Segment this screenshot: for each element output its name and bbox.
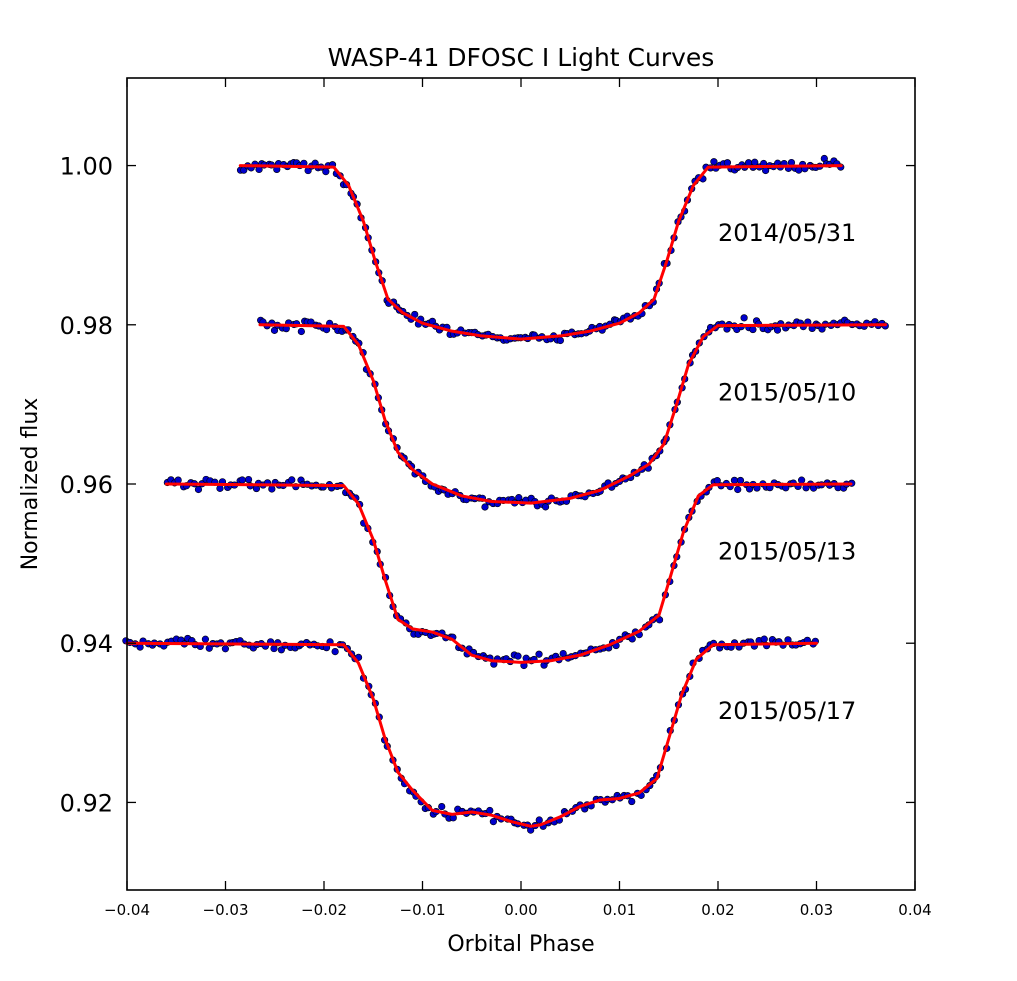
data-point xyxy=(798,476,806,484)
y-tick-label: 1.00 xyxy=(60,153,113,181)
y-axis-label: Normalized flux xyxy=(18,398,43,571)
data-point xyxy=(270,644,278,653)
data-point xyxy=(535,816,543,824)
data-point xyxy=(773,326,782,334)
data-point xyxy=(760,635,768,643)
x-axis-label: Orbital Phase xyxy=(447,932,594,957)
data-point xyxy=(795,166,803,174)
data-point xyxy=(535,650,543,658)
model-curve xyxy=(238,164,843,341)
data-point xyxy=(238,476,246,484)
chart-title: WASP-41 DFOSC I Light Curves xyxy=(328,43,715,72)
series-2014-05-31 xyxy=(236,154,845,345)
data-point xyxy=(489,818,497,826)
model-curve xyxy=(258,323,887,505)
data-point xyxy=(541,503,550,511)
data-point xyxy=(221,645,230,653)
x-tick-label: 0.03 xyxy=(800,901,833,919)
model-curve xyxy=(164,482,853,664)
data-point xyxy=(514,652,522,660)
series-2015-05-13 xyxy=(163,475,856,670)
data-point xyxy=(174,476,182,484)
series-2015-05-10 xyxy=(257,314,889,511)
data-point xyxy=(723,159,732,167)
x-tick-label: −0.03 xyxy=(203,901,249,919)
y-tick-label: 0.94 xyxy=(60,630,113,658)
data-point xyxy=(438,802,446,811)
x-tick-label: 0.01 xyxy=(603,901,636,919)
data-point xyxy=(734,485,742,494)
data-point xyxy=(201,635,210,643)
data-point xyxy=(736,476,745,485)
data-point xyxy=(268,485,276,493)
data-point xyxy=(322,168,330,176)
x-tick-label: 0.02 xyxy=(701,901,734,919)
data-point xyxy=(194,485,203,494)
data-point xyxy=(749,325,757,334)
data-point xyxy=(288,476,296,484)
data-point xyxy=(740,314,748,322)
x-tick-label: 0.00 xyxy=(504,901,537,919)
x-tick-label: −0.01 xyxy=(400,901,446,919)
data-point xyxy=(710,158,718,166)
x-tick-label: −0.04 xyxy=(104,901,150,919)
x-tick-label: 0.04 xyxy=(898,901,931,919)
y-tick-label: 0.98 xyxy=(60,312,113,340)
data-point xyxy=(216,484,224,492)
series-2015-05-17 xyxy=(122,634,819,834)
series-label: 2014/05/31 xyxy=(718,219,856,247)
data-point xyxy=(556,336,564,345)
data-point xyxy=(331,647,339,656)
data-point xyxy=(481,503,489,511)
data-point xyxy=(628,797,636,806)
y-tick-label: 0.96 xyxy=(60,471,113,499)
series-label: 2015/05/10 xyxy=(718,378,856,406)
y-tick-label: 0.92 xyxy=(60,789,113,817)
model-curve xyxy=(125,641,818,828)
series-label: 2015/05/13 xyxy=(718,538,856,566)
data-point xyxy=(515,494,523,502)
data-point xyxy=(297,327,305,336)
data-point xyxy=(730,476,739,484)
data-point xyxy=(244,475,253,484)
x-tick-label: −0.02 xyxy=(301,901,347,919)
series-label: 2015/05/17 xyxy=(718,697,856,725)
data-point xyxy=(486,806,494,815)
